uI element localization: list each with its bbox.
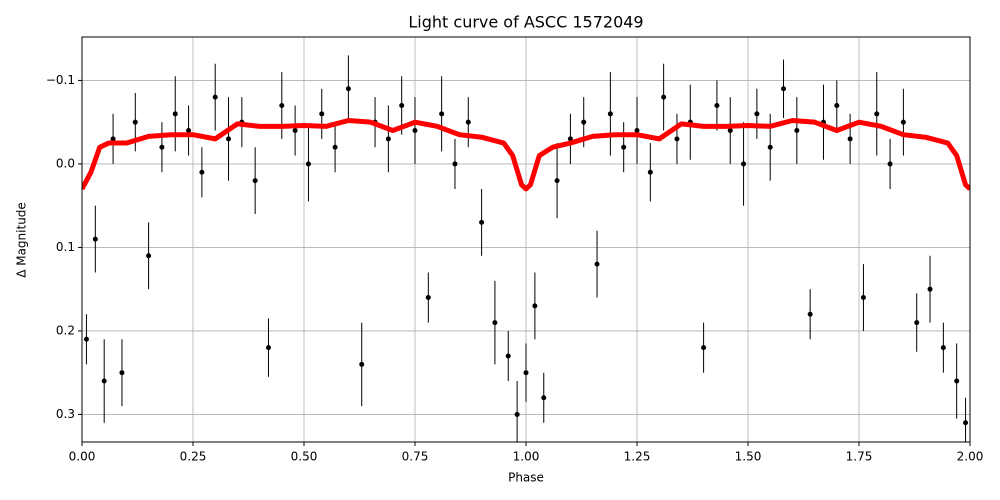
data-point bbox=[479, 219, 485, 225]
data-point bbox=[523, 370, 529, 376]
data-point bbox=[963, 420, 969, 426]
x-axis-label: Phase bbox=[508, 471, 544, 485]
data-point bbox=[385, 136, 391, 142]
data-point bbox=[186, 128, 192, 134]
data-point bbox=[146, 253, 152, 259]
ticks: 0.00 0.25 0.50 0.75 1.00 1.25 1.50 1.75 2.00 −0.1… bbox=[46, 73, 984, 464]
x-tick-label: 1.50 bbox=[735, 450, 762, 464]
x-tick-label: 0.25 bbox=[180, 450, 207, 464]
data-point bbox=[292, 128, 298, 134]
data-point bbox=[554, 178, 560, 184]
x-tick-label: 0.00 bbox=[69, 450, 96, 464]
data-point bbox=[940, 345, 946, 351]
y-tick-label: 0.1 bbox=[56, 240, 75, 254]
y-tick-label: 0.2 bbox=[56, 323, 75, 337]
data-point bbox=[594, 261, 600, 267]
data-point bbox=[781, 86, 787, 92]
data-point bbox=[83, 336, 89, 342]
data-point bbox=[110, 136, 116, 142]
data-point bbox=[874, 111, 880, 117]
data-point bbox=[505, 353, 511, 359]
y-tick-label: 0.0 bbox=[56, 156, 75, 170]
data-point bbox=[860, 295, 866, 301]
data-point bbox=[199, 169, 205, 175]
chart-title: Light curve of ASCC 1572049 bbox=[408, 13, 643, 32]
data-point bbox=[319, 111, 325, 117]
data-point bbox=[101, 378, 107, 384]
x-tick-label: 1.00 bbox=[513, 450, 540, 464]
data-point bbox=[607, 111, 613, 117]
data-point bbox=[741, 161, 747, 167]
y-tick-label: 0.3 bbox=[56, 407, 75, 421]
x-tick-label: 0.75 bbox=[402, 450, 429, 464]
data-point bbox=[900, 119, 906, 125]
data-point bbox=[581, 119, 587, 125]
data-point bbox=[634, 128, 640, 134]
x-tick-label: 1.25 bbox=[624, 450, 651, 464]
plot-area bbox=[82, 55, 970, 442]
data-point bbox=[452, 161, 458, 167]
data-point bbox=[927, 286, 933, 292]
data-point bbox=[119, 370, 125, 376]
data-point bbox=[439, 111, 445, 117]
data-point bbox=[412, 128, 418, 134]
data-point bbox=[359, 361, 365, 367]
x-tick-label: 2.00 bbox=[957, 450, 984, 464]
data-point bbox=[887, 161, 893, 167]
data-point bbox=[92, 236, 98, 242]
data-point bbox=[754, 111, 760, 117]
data-point bbox=[305, 161, 311, 167]
data-point bbox=[425, 295, 431, 301]
data-point bbox=[345, 86, 351, 92]
data-point bbox=[226, 136, 232, 142]
data-point bbox=[265, 345, 271, 351]
data-point bbox=[492, 320, 498, 326]
data-point bbox=[647, 169, 653, 175]
x-tick-label: 0.50 bbox=[291, 450, 318, 464]
data-point bbox=[159, 144, 165, 150]
data-point bbox=[727, 128, 733, 134]
data-point bbox=[332, 144, 338, 150]
data-point bbox=[279, 102, 285, 108]
data-point bbox=[661, 94, 667, 100]
data-point bbox=[914, 320, 920, 326]
data-point bbox=[767, 144, 773, 150]
x-tick-label: 1.75 bbox=[846, 450, 873, 464]
data-point bbox=[399, 102, 405, 108]
data-point bbox=[807, 311, 813, 317]
data-point bbox=[532, 303, 538, 309]
data-point bbox=[514, 411, 520, 417]
data-point bbox=[621, 144, 627, 150]
data-point bbox=[212, 94, 218, 100]
data-point bbox=[172, 111, 178, 117]
data-point bbox=[834, 102, 840, 108]
data-point bbox=[701, 345, 707, 351]
data-point bbox=[714, 102, 720, 108]
data-point bbox=[847, 136, 853, 142]
data-point bbox=[794, 128, 800, 134]
data-point bbox=[252, 178, 258, 184]
data-point bbox=[954, 378, 960, 384]
data-point bbox=[465, 119, 471, 125]
y-axis-label: Δ Magnitude bbox=[15, 202, 29, 278]
y-tick-label: −0.1 bbox=[46, 73, 75, 87]
data-point bbox=[674, 136, 680, 142]
data-point bbox=[541, 395, 547, 401]
data-point bbox=[132, 119, 138, 125]
trend-line bbox=[82, 118, 970, 192]
